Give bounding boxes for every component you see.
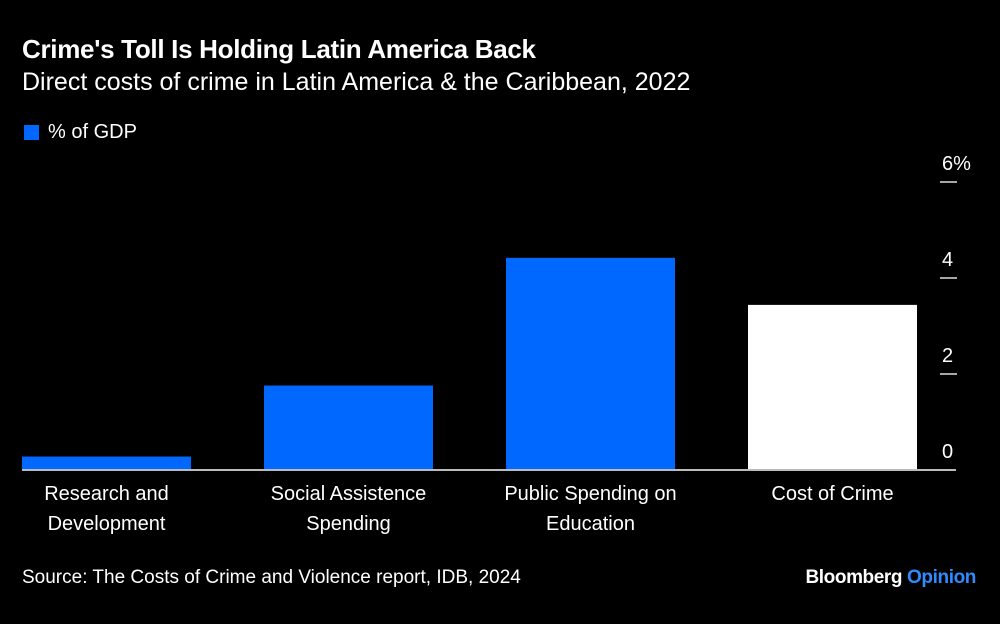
y-tick-label: 4 bbox=[942, 249, 953, 271]
bar bbox=[264, 385, 433, 470]
bar bbox=[22, 456, 191, 470]
logo-brand: Bloomberg bbox=[805, 567, 903, 588]
x-tick-label: Spending bbox=[306, 513, 391, 535]
y-tick-label: 6% bbox=[942, 153, 971, 175]
bloomberg-opinion-logo: Bloomberg Opinion bbox=[805, 567, 976, 589]
x-tick-label: Research and bbox=[44, 483, 169, 505]
legend: % of GDP bbox=[24, 121, 137, 144]
x-tick-label: Cost of Crime bbox=[771, 483, 893, 505]
logo-section: Opinion bbox=[907, 567, 976, 588]
y-tick-label: 0 bbox=[942, 441, 953, 463]
legend-swatch bbox=[24, 125, 39, 140]
x-tick-label: Social Assistence bbox=[271, 483, 427, 505]
x-tick-label: Development bbox=[48, 513, 166, 535]
bar bbox=[748, 304, 917, 470]
bar bbox=[506, 257, 675, 470]
y-tick-label: 2 bbox=[942, 345, 953, 367]
legend-label: % of GDP bbox=[48, 121, 137, 143]
chart-subtitle: Direct costs of crime in Latin America &… bbox=[22, 68, 691, 96]
source-note: Source: The Costs of Crime and Violence … bbox=[22, 567, 521, 588]
chart-title: Crime's Toll Is Holding Latin America Ba… bbox=[22, 34, 536, 64]
x-tick-label: Education bbox=[546, 513, 635, 535]
x-tick-label: Public Spending on bbox=[504, 483, 676, 505]
